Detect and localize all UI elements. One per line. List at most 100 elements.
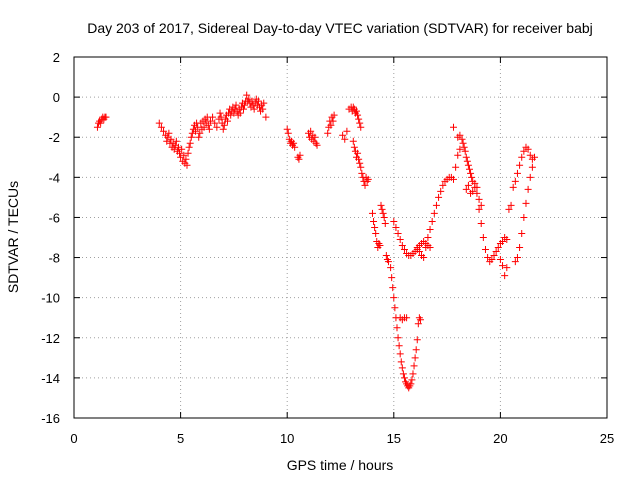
data-point xyxy=(295,155,303,163)
data-point xyxy=(206,117,214,125)
data-point xyxy=(183,161,191,169)
data-point xyxy=(384,258,392,266)
data-point xyxy=(452,163,460,171)
data-point xyxy=(343,127,351,135)
data-point xyxy=(259,105,267,113)
data-point xyxy=(178,145,186,153)
data-point xyxy=(449,123,457,131)
data-point xyxy=(220,121,228,129)
data-point xyxy=(524,185,532,193)
data-point xyxy=(185,143,193,151)
data-point xyxy=(196,129,204,137)
y-tick-label: -8 xyxy=(48,251,60,266)
data-point xyxy=(426,225,434,233)
grid-lines xyxy=(74,57,607,418)
data-point xyxy=(187,133,195,141)
data-point xyxy=(172,137,180,145)
y-tick-label: -6 xyxy=(48,210,60,225)
data-point xyxy=(484,254,492,262)
data-point xyxy=(396,350,404,358)
data-point xyxy=(394,334,402,342)
x-tick-label: 15 xyxy=(387,431,401,446)
data-point xyxy=(407,380,415,388)
data-point xyxy=(250,105,258,113)
data-point xyxy=(461,147,469,155)
data-point xyxy=(356,119,364,127)
data-point xyxy=(420,254,428,262)
data-point xyxy=(522,199,530,207)
data-point xyxy=(378,205,386,213)
data-point xyxy=(408,376,416,384)
data-point xyxy=(456,145,464,153)
chart-title: Day 203 of 2017, Sidereal Day-to-day VTE… xyxy=(87,20,593,36)
data-point xyxy=(465,165,473,173)
data-point xyxy=(239,105,247,113)
data-point xyxy=(516,244,524,252)
data-point xyxy=(356,159,364,167)
data-point xyxy=(398,242,406,250)
data-point xyxy=(496,256,504,264)
data-point xyxy=(204,121,212,129)
data-point xyxy=(518,229,526,237)
y-tick-label: -4 xyxy=(48,170,60,185)
data-point xyxy=(102,113,110,121)
data-point xyxy=(531,153,539,161)
data-point xyxy=(388,274,396,282)
data-point xyxy=(415,248,423,256)
data-point xyxy=(403,314,411,322)
y-tick-label: -10 xyxy=(41,291,60,306)
data-point xyxy=(327,121,335,129)
data-point xyxy=(516,161,524,169)
data-point xyxy=(458,135,466,143)
data-point xyxy=(469,187,477,195)
data-point xyxy=(313,141,321,149)
data-point xyxy=(192,127,200,135)
data-point xyxy=(428,217,436,225)
data-point xyxy=(524,145,532,153)
data-point xyxy=(494,244,502,252)
data-point xyxy=(195,133,203,141)
data-point xyxy=(503,236,511,244)
data-point xyxy=(391,304,399,312)
data-point xyxy=(182,155,190,163)
data-point xyxy=(477,201,485,209)
axis-ticks: 0 5 10 15 20 25 -16 -14 -12 -10 -8 -6 -4 -2 0 2 xyxy=(41,50,614,446)
data-point xyxy=(357,163,365,171)
data-point xyxy=(370,217,378,225)
data-point xyxy=(513,254,521,262)
data-point xyxy=(467,169,475,177)
data-point xyxy=(211,119,219,127)
data-point xyxy=(412,346,420,354)
data-point xyxy=(352,107,360,115)
data-point xyxy=(430,209,438,217)
data-point xyxy=(194,123,202,131)
data-point xyxy=(329,117,337,125)
data-point xyxy=(93,123,101,131)
data-point xyxy=(414,320,422,328)
data-point xyxy=(393,324,401,332)
data-point xyxy=(350,143,358,151)
data-point xyxy=(324,129,332,137)
data-point xyxy=(354,111,362,119)
data-point xyxy=(358,169,366,177)
data-point xyxy=(232,101,240,109)
data-point xyxy=(454,133,462,141)
data-point xyxy=(473,189,481,197)
data-point xyxy=(377,201,385,209)
data-point xyxy=(400,246,408,254)
data-point xyxy=(349,137,357,145)
data-point xyxy=(505,205,513,213)
data-point xyxy=(330,111,338,119)
data-point xyxy=(473,183,481,191)
y-tick-label: 0 xyxy=(53,90,60,105)
data-point xyxy=(254,97,262,105)
data-point xyxy=(409,370,417,378)
data-point xyxy=(462,185,470,193)
x-tick-label: 10 xyxy=(280,431,294,446)
data-point xyxy=(400,374,408,382)
data-point xyxy=(354,149,362,157)
data-point xyxy=(475,205,483,213)
data-point xyxy=(390,217,398,225)
plot-frame xyxy=(73,56,608,419)
data-point xyxy=(260,99,268,107)
